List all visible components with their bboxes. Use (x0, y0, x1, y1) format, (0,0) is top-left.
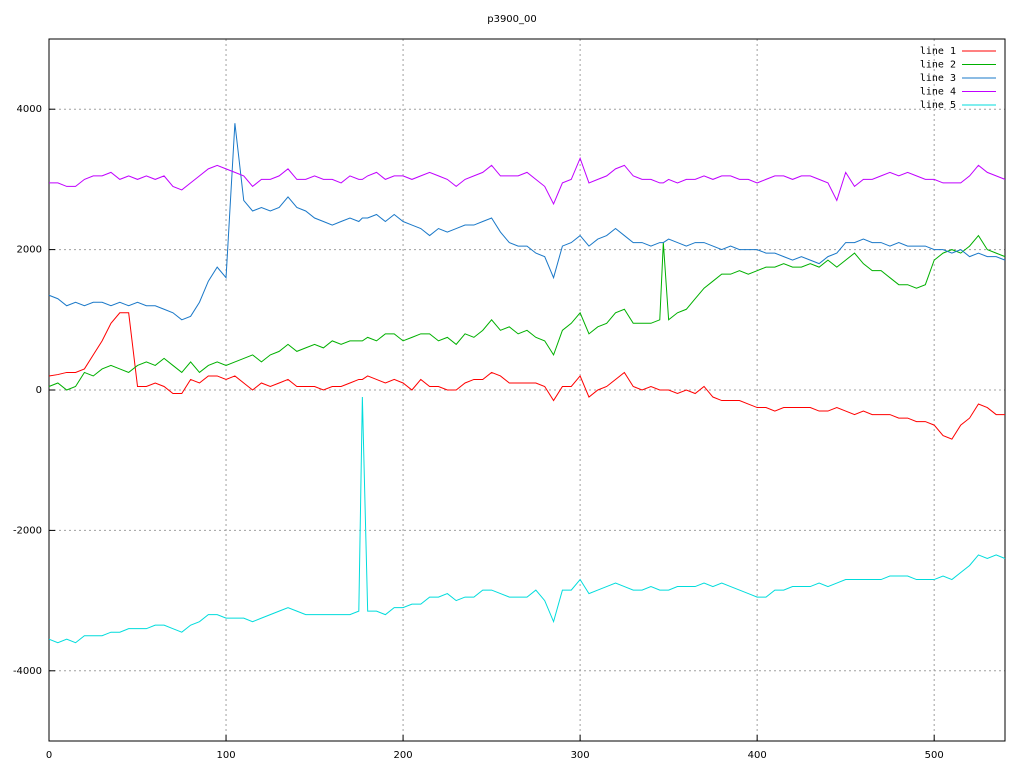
series-line (48, 123, 1006, 321)
series-line (48, 234, 1006, 391)
legend-label: line 1 (920, 46, 956, 57)
x-tick-label: 200 (394, 750, 413, 761)
series-line (48, 312, 1005, 440)
y-tick-label: 2000 (17, 245, 42, 256)
plot-frame (48, 38, 1006, 742)
legend-label: line 2 (920, 60, 956, 71)
series-line (49, 156, 1006, 206)
x-tick-label: 500 (925, 750, 944, 761)
y-tick-label: -4000 (13, 666, 42, 677)
legend-label: line 5 (920, 100, 956, 111)
x-tick-label: 400 (748, 750, 767, 761)
series-line (48, 397, 1006, 644)
y-tick-label: 0 (36, 385, 42, 396)
legend-label: line 3 (920, 73, 956, 84)
x-tick-label: 100 (216, 750, 235, 761)
x-tick-label: 300 (571, 750, 590, 761)
chart-title: p3900_00 (487, 14, 537, 25)
legend-label: line 4 (920, 87, 956, 98)
x-tick-label: 0 (46, 750, 52, 761)
y-tick-label: 4000 (17, 104, 42, 115)
y-tick-label: -2000 (13, 525, 42, 536)
